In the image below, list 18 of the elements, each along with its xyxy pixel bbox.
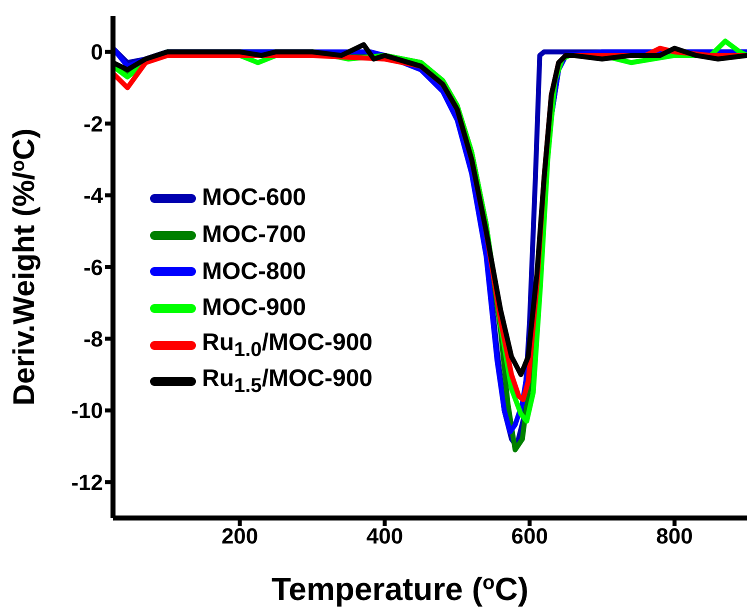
y-tick-label: 0 [90,40,103,65]
legend-label: MOC-900 [202,294,306,322]
legend-label: MOC-700 [202,221,306,250]
x-tick-label: 400 [366,524,404,549]
y-tick-label: -4 [83,183,104,208]
x-tick-label: 800 [656,524,693,549]
legend-label: Ru$_{1.0}$/MOC-900 [202,328,373,362]
y-tick-label: -10 [71,398,103,424]
x-tick-label: 200 [221,524,258,549]
y-tick-label: -2 [83,111,103,136]
y-tick-label: -8 [83,326,103,352]
legend-label: MOC-600 [202,184,306,212]
legend-label: Ru$_{1.5}$/MOC-900 [202,365,373,398]
legend-label: MOC-800 [202,258,306,286]
x-tick-label: 600 [511,524,548,549]
y-tick-label: -6 [83,254,103,280]
x-axis-title: Temperature ($^{o}$C) [272,571,528,607]
y-tick-label: -12 [71,470,103,495]
